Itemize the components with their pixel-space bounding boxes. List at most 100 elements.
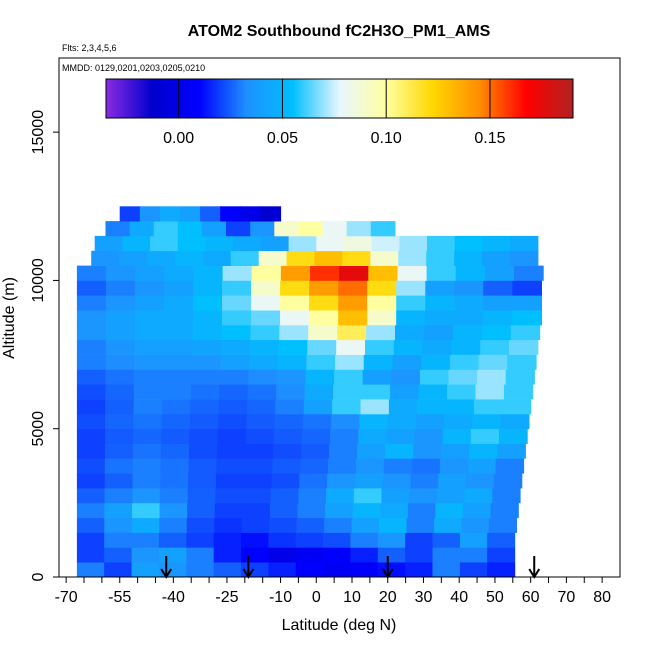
- heatmap-cell: [488, 517, 517, 533]
- heatmap-cell: [467, 458, 497, 474]
- heatmap-cell: [160, 443, 190, 459]
- heatmap-cell: [427, 235, 456, 252]
- heatmap-cell: [299, 473, 328, 489]
- heatmap-cell: [426, 265, 457, 281]
- heatmap-cell: [392, 354, 422, 370]
- heatmap-cell: [278, 339, 308, 355]
- heatmap-cell: [361, 384, 391, 400]
- heatmap-cell: [215, 473, 245, 489]
- heatmap-cell: [193, 280, 223, 296]
- heatmap-cell: [274, 413, 304, 430]
- heatmap-cell: [132, 458, 162, 474]
- heatmap-cell: [407, 502, 436, 519]
- heatmap-cell: [514, 265, 544, 281]
- heatmap-cell: [330, 428, 359, 444]
- heatmap-cell: [76, 502, 106, 519]
- heatmap-cell: [454, 250, 483, 266]
- heatmap-cell: [396, 295, 426, 311]
- heatmap-cell: [419, 369, 450, 385]
- heatmap-cell: [425, 310, 455, 326]
- y-tick-label: 5000: [30, 411, 47, 447]
- heatmap-cell: [379, 517, 408, 533]
- heatmap-cell: [163, 339, 193, 355]
- heatmap-cell: [174, 250, 204, 266]
- heatmap-cell: [477, 369, 507, 385]
- heatmap-cell: [459, 562, 488, 578]
- heatmap-cell: [250, 221, 275, 237]
- heatmap-cell: [441, 443, 470, 459]
- heatmap-cell: [500, 413, 530, 430]
- heatmap-cell: [425, 295, 455, 311]
- heatmap-cell: [132, 443, 162, 459]
- heatmap-cell: [323, 547, 352, 563]
- y-axis-label: Altitude (m): [1, 277, 18, 359]
- heatmap-cell: [405, 532, 434, 548]
- heatmap-cell: [425, 280, 455, 296]
- heatmap-cell: [483, 310, 513, 326]
- heatmap-cell: [388, 399, 418, 415]
- heatmap-cell: [244, 458, 273, 474]
- heatmap-cell: [158, 532, 187, 548]
- heatmap-cell: [213, 532, 242, 548]
- x-tick-label: 50: [486, 589, 504, 606]
- heatmap-cell: [331, 413, 360, 430]
- heatmap-cell: [104, 473, 134, 489]
- heatmap-cell: [139, 206, 161, 222]
- heatmap-cell: [76, 488, 106, 504]
- x-axis: -70 -55 -40 -25 -10 0 10 20 30 40 50 60 70 80: [55, 577, 611, 606]
- heatmap-cell: [454, 235, 483, 252]
- heatmap-cell: [242, 502, 271, 519]
- heatmap-cell: [505, 369, 535, 385]
- heatmap-cell: [221, 324, 251, 341]
- heatmap-cell: [164, 265, 194, 281]
- heatmap-cell: [250, 324, 280, 341]
- heatmap-cell: [359, 413, 389, 430]
- heatmap-cell: [213, 562, 242, 578]
- colorbar-tick-label: 0.10: [371, 130, 402, 147]
- heatmap-cell: [298, 488, 327, 504]
- x-tick-label: -70: [55, 589, 78, 606]
- heatmap-cell: [159, 517, 188, 533]
- heatmap-cell: [251, 265, 282, 281]
- heatmap-cell: [135, 265, 165, 281]
- heatmap-cell: [509, 339, 539, 355]
- heatmap-cell: [160, 458, 190, 474]
- heatmap-cell: [249, 339, 280, 355]
- heatmap-cell: [418, 384, 448, 400]
- heatmap-cell: [490, 502, 519, 519]
- heatmap-cell: [308, 324, 338, 341]
- heatmap-cell: [105, 428, 134, 444]
- heatmap-cell: [288, 235, 317, 252]
- heatmap-cell: [439, 458, 469, 474]
- heatmap-cell: [396, 310, 426, 326]
- heatmap-cell: [76, 369, 107, 385]
- heatmap-cell: [356, 458, 385, 474]
- heatmap-cell: [297, 502, 326, 519]
- heatmap-cell: [134, 369, 164, 385]
- heatmap-cell: [350, 562, 379, 578]
- heatmap-cell: [192, 324, 223, 341]
- heatmap-cell: [158, 547, 187, 563]
- heatmap-cell: [76, 458, 106, 474]
- heatmap-cell: [481, 324, 512, 341]
- heatmap-cell: [434, 517, 463, 533]
- heatmap-cell: [472, 413, 502, 430]
- heatmap-cell: [133, 428, 162, 444]
- heatmap-cell: [333, 384, 363, 400]
- heatmap-cell: [393, 339, 424, 355]
- heatmap-cell: [370, 221, 396, 237]
- heatmap-cell: [469, 443, 498, 459]
- y-tick-label: 15000: [30, 110, 47, 155]
- heatmap-cell: [296, 517, 325, 533]
- heatmap-cell: [380, 502, 409, 519]
- heatmap-cell: [243, 473, 273, 489]
- heatmap-cell: [133, 413, 163, 430]
- heatmap-cell: [233, 235, 262, 252]
- heatmap-cell: [162, 399, 191, 415]
- heatmap-cell: [247, 399, 276, 415]
- heatmap-cell: [132, 502, 161, 519]
- heatmap-cell: [405, 547, 434, 563]
- heatmap-cell: [213, 547, 242, 563]
- heatmap-cell: [332, 399, 362, 415]
- x-tick-label: 30: [415, 589, 433, 606]
